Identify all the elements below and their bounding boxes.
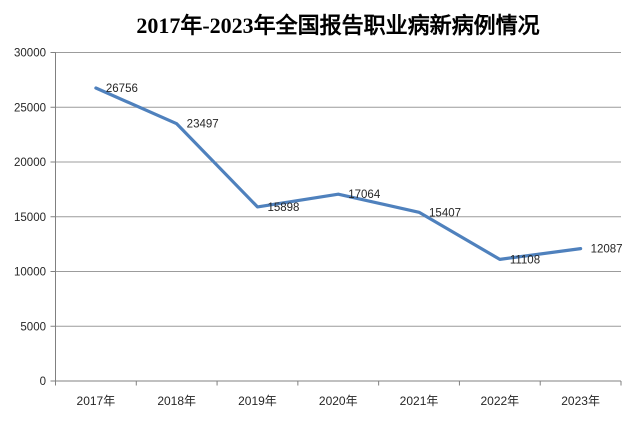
y-axis-tick-label: 0 xyxy=(40,376,46,388)
data-label: 12087 xyxy=(591,244,623,256)
data-label: 15407 xyxy=(429,207,461,219)
data-label: 26756 xyxy=(106,83,138,95)
data-label: 17064 xyxy=(348,189,381,201)
data-label: 23497 xyxy=(187,119,219,131)
x-axis-tick-label: 2019年 xyxy=(238,394,277,408)
y-axis-tick-label: 5000 xyxy=(20,321,46,333)
chart-title: 2017年-2023年全国报告职业病新病例情况 xyxy=(136,13,540,38)
data-label: 15898 xyxy=(267,202,299,214)
y-axis-tick-label: 15000 xyxy=(14,212,46,224)
x-axis-tick-label: 2022年 xyxy=(480,394,519,408)
data-label: 11108 xyxy=(510,254,540,266)
x-axis-tick-label: 2017年 xyxy=(77,394,116,408)
x-axis-tick-label: 2020年 xyxy=(319,394,358,408)
x-axis-tick-label: 2023年 xyxy=(561,394,600,408)
y-axis-tick-label: 20000 xyxy=(14,157,46,169)
y-axis-tick-label: 25000 xyxy=(14,102,46,114)
y-axis-tick-label: 10000 xyxy=(14,267,46,279)
x-axis-tick-label: 2021年 xyxy=(400,394,439,408)
series-line xyxy=(94,86,583,261)
x-axis-tick-label: 2018年 xyxy=(157,394,196,408)
y-axis-tick-label: 30000 xyxy=(14,48,46,60)
